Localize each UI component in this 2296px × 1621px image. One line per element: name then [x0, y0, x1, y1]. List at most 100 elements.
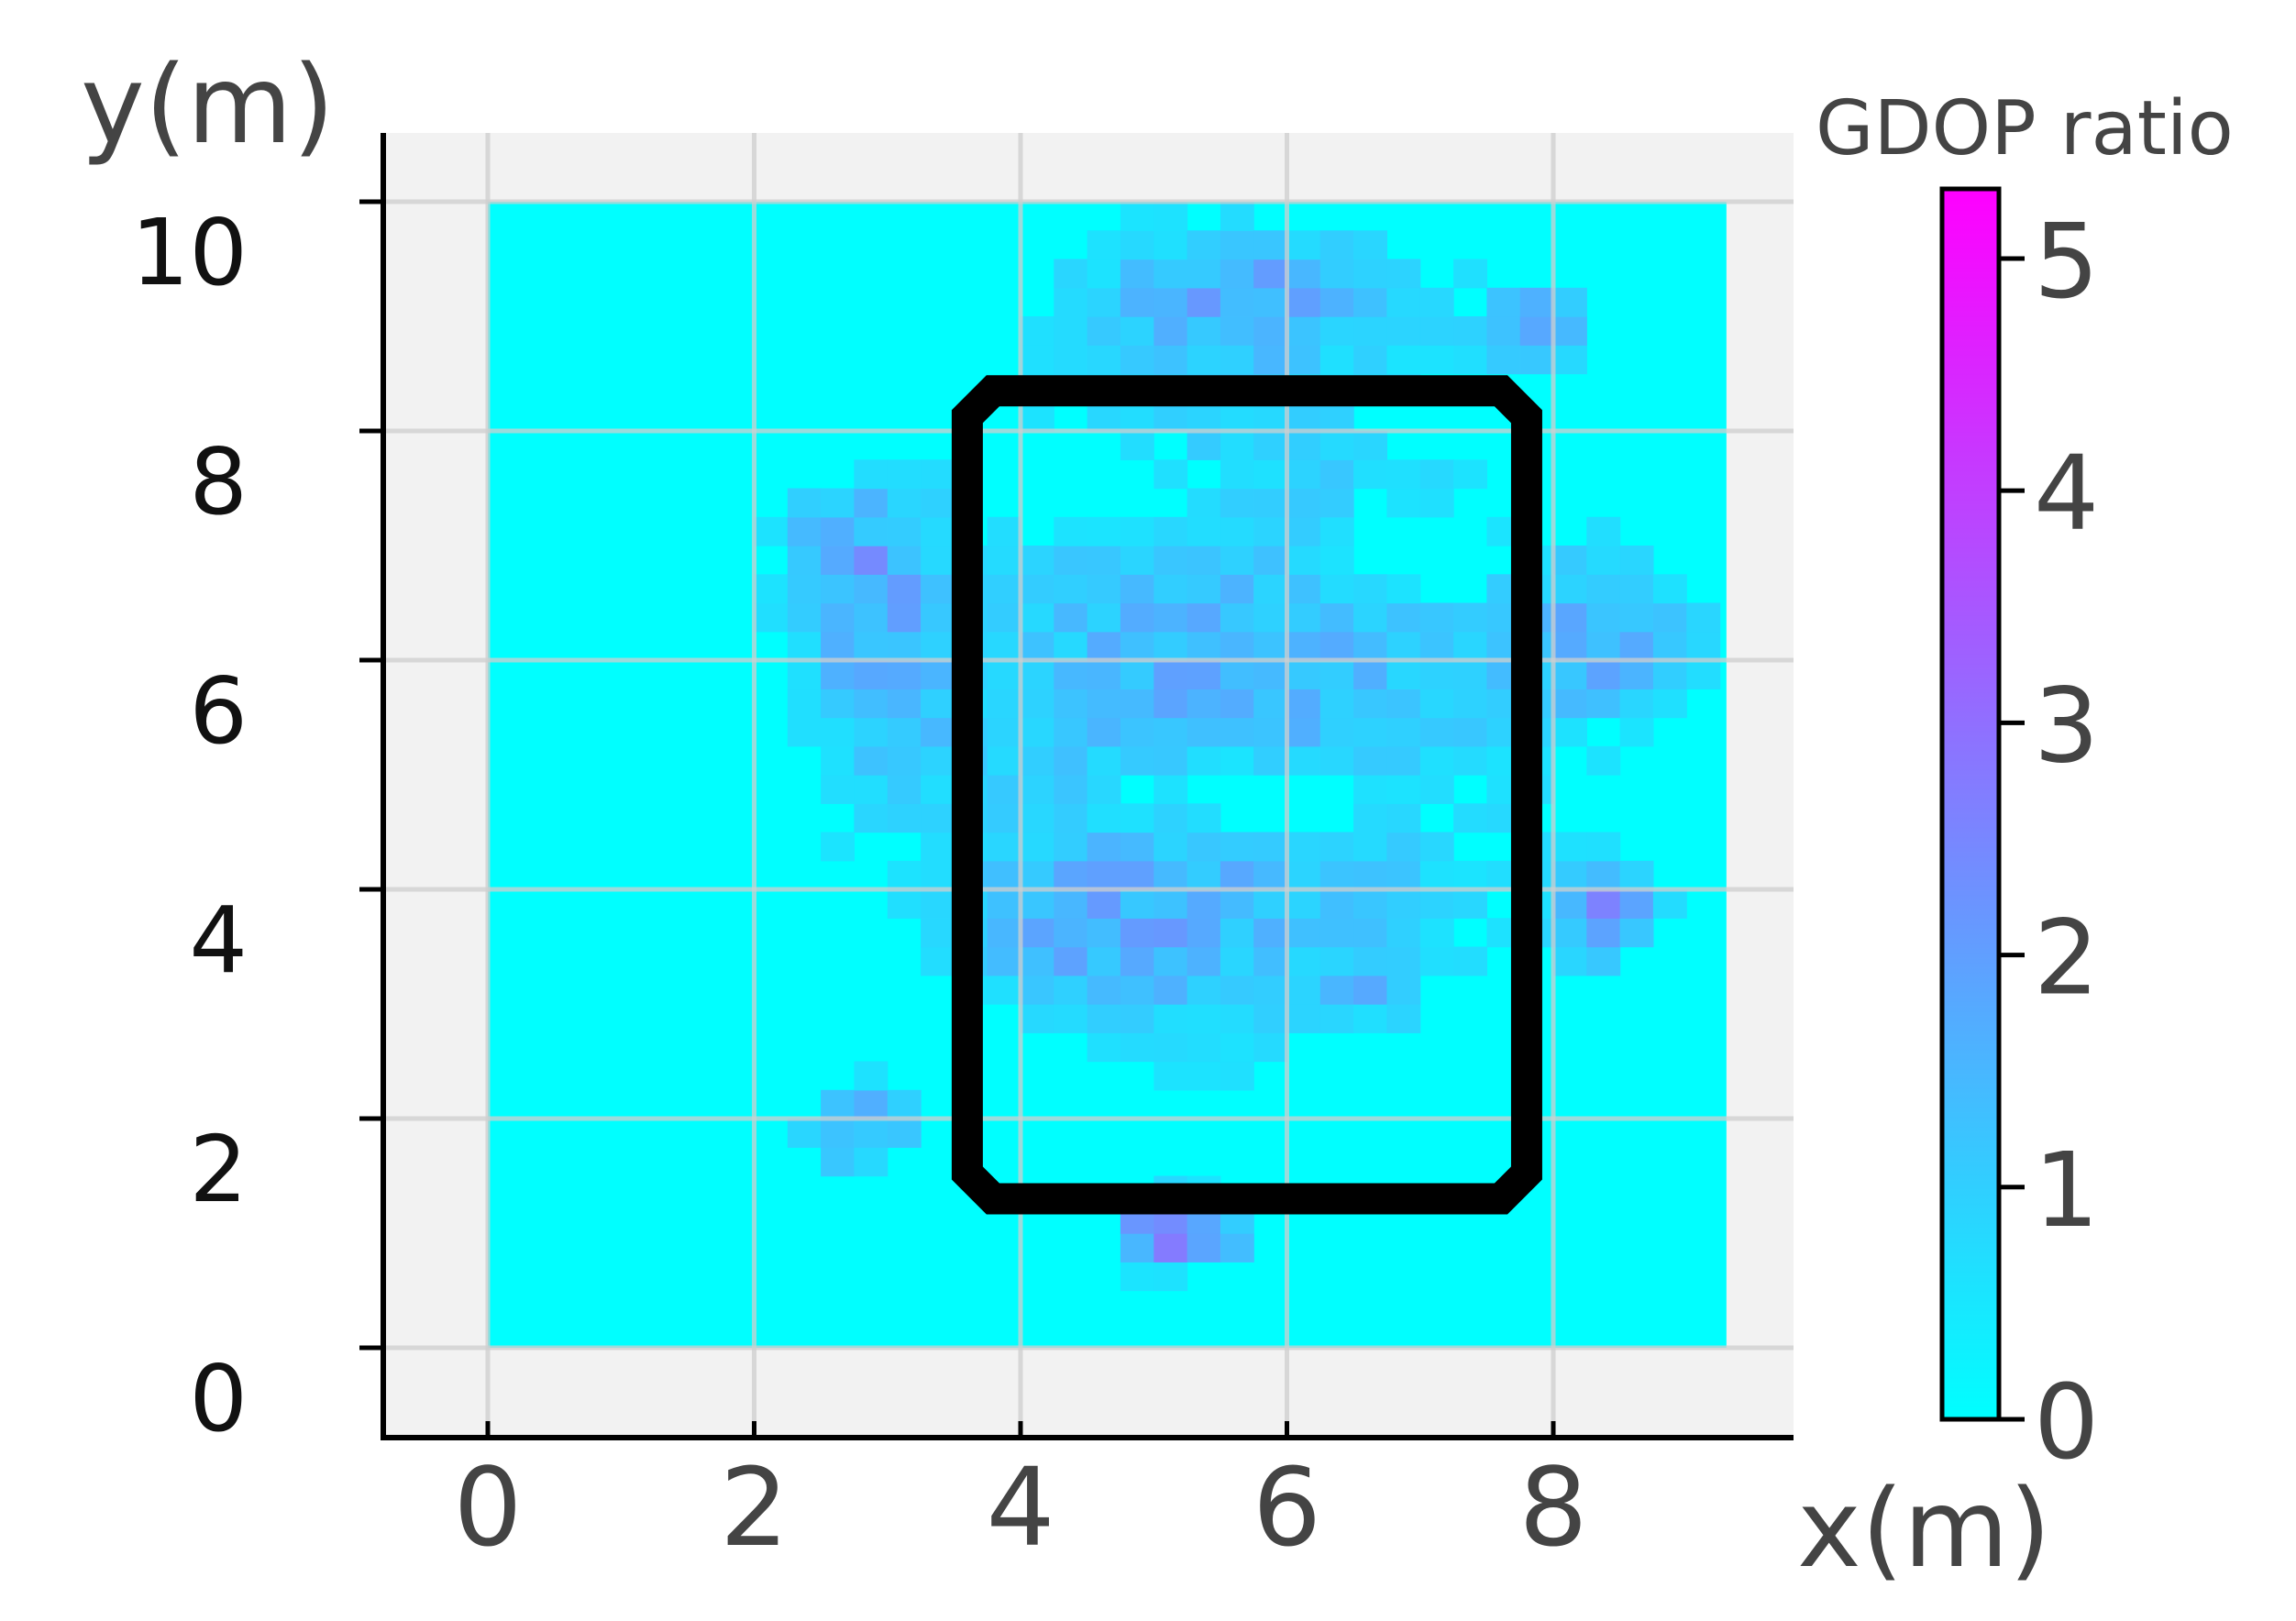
- heatmap-cell: [1087, 1004, 1121, 1033]
- heatmap-cell: [1021, 689, 1054, 719]
- heatmap-cell: [987, 775, 1021, 804]
- heatmap-cell: [1187, 259, 1221, 289]
- heatmap-cell: [1054, 832, 1088, 862]
- heatmap-cell: [1187, 975, 1221, 1005]
- heatmap-cell: [1120, 1032, 1154, 1063]
- heatmap-cell: [1353, 889, 1387, 919]
- heatmap-cell: [1619, 602, 1654, 633]
- heatmap-cell: [1154, 775, 1188, 804]
- heatmap-cell: [987, 516, 1021, 546]
- heatmap-cell: [1220, 832, 1254, 862]
- heatmap-cell: [1319, 259, 1354, 289]
- heatmap-cell: [1386, 975, 1421, 1005]
- heatmap-cell: [1154, 803, 1188, 833]
- heatmap-cell: [1619, 860, 1654, 890]
- heatmap-cell: [1120, 431, 1154, 460]
- heatmap-cell: [1154, 889, 1188, 919]
- heatmap-cell: [1187, 431, 1221, 460]
- heatmap-cell: [1419, 602, 1454, 633]
- heatmap-cell: [887, 602, 922, 633]
- heatmap-cell: [1087, 287, 1121, 317]
- heatmap-cell: [821, 546, 855, 575]
- heatmap-cell: [1054, 946, 1088, 976]
- heatmap-cell: [1187, 488, 1221, 518]
- heatmap-cell: [1486, 287, 1521, 317]
- heatmap-cell: [1319, 402, 1354, 432]
- heatmap-cell: [887, 1089, 922, 1119]
- heatmap-cell: [1187, 803, 1221, 833]
- heatmap-cell: [1253, 745, 1288, 776]
- heatmap-cell: [1054, 803, 1088, 833]
- heatmap-cell: [1220, 602, 1254, 633]
- heatmap-cell: [1120, 1233, 1154, 1263]
- heatmap-cell: [1253, 345, 1288, 375]
- heatmap-cell: [1586, 689, 1621, 719]
- heatmap-cell: [921, 803, 955, 833]
- heatmap-cell: [821, 689, 855, 719]
- heatmap-cell: [1353, 602, 1387, 633]
- heatmap-cell: [1319, 660, 1354, 689]
- heatmap-cell: [1253, 689, 1288, 719]
- heatmap-cell: [1553, 832, 1587, 862]
- heatmap-cell: [1353, 316, 1387, 346]
- heatmap-cell: [1253, 230, 1288, 260]
- heatmap-cell: [1553, 287, 1587, 317]
- heatmap-cell: [1286, 488, 1321, 518]
- heatmap-cell: [1419, 860, 1454, 890]
- heatmap-cell: [1187, 1004, 1221, 1033]
- heatmap-cell: [921, 546, 955, 575]
- heatmap-cell: [1253, 431, 1288, 460]
- heatmap-cell: [1120, 345, 1154, 375]
- heatmap-cell: [1087, 689, 1121, 719]
- heatmap-cell: [1087, 918, 1121, 948]
- heatmap-cell: [1386, 860, 1421, 890]
- heatmap-cell: [1154, 316, 1188, 346]
- heatmap-cell: [821, 516, 855, 546]
- heatmap-cell: [1187, 402, 1221, 432]
- heatmap-cell: [1686, 660, 1721, 689]
- heatmap-cell: [1553, 660, 1587, 689]
- heatmap-cell: [1553, 889, 1587, 919]
- heatmap-cell: [1087, 946, 1121, 976]
- heatmap-cell: [1286, 889, 1321, 919]
- heatmap-cell: [1419, 717, 1454, 747]
- heatmap-cell: [1120, 287, 1154, 317]
- heatmap-cell: [1319, 745, 1354, 776]
- heatmap-cell: [1120, 860, 1154, 890]
- heatmap-cell: [1286, 431, 1321, 460]
- heatmap-cell: [1619, 660, 1654, 689]
- heatmap-cell: [1553, 717, 1587, 747]
- heatmap-cell: [1286, 259, 1321, 289]
- heatmap-cell: [1120, 975, 1154, 1005]
- heatmap-cell: [1319, 546, 1354, 575]
- heatmap-cell: [1286, 832, 1321, 862]
- heatmap-cell: [1253, 975, 1288, 1005]
- heatmap-cell: [821, 1147, 855, 1177]
- heatmap-cell: [1120, 631, 1154, 661]
- heatmap-cell: [787, 546, 822, 575]
- heatmap-cell: [1220, 316, 1254, 346]
- heatmap-cell: [1054, 889, 1088, 919]
- heatmap-cell: [854, 488, 889, 518]
- heatmap-cell: [1286, 316, 1321, 346]
- heatmap-cell: [1353, 946, 1387, 976]
- heatmap-cell: [1353, 745, 1387, 776]
- heatmap-cell: [1619, 717, 1654, 747]
- heatmap-cell: [1120, 316, 1154, 346]
- colorbar-tick-label: 0: [2034, 1363, 2099, 1483]
- heatmap-cell: [1319, 860, 1354, 890]
- heatmap-cell: [1187, 832, 1221, 862]
- heatmap-cell: [1154, 745, 1188, 776]
- colorbar: 0 1 2 3 4 5: [1939, 186, 2099, 1483]
- heatmap-cell: [1353, 431, 1387, 460]
- heatmap-cell: [1220, 488, 1254, 518]
- heatmap-cell: [1419, 631, 1454, 661]
- heatmap-cell: [1386, 889, 1421, 919]
- heatmap-cell: [1087, 745, 1121, 776]
- heatmap-cell: [1553, 689, 1587, 719]
- heatmap-cell: [1453, 316, 1487, 346]
- heatmap-cell: [1619, 689, 1654, 719]
- heatmap-cell: [1586, 918, 1621, 948]
- x-tick-label: 6: [1253, 1444, 1321, 1571]
- y-tick-label: 0: [189, 1345, 248, 1452]
